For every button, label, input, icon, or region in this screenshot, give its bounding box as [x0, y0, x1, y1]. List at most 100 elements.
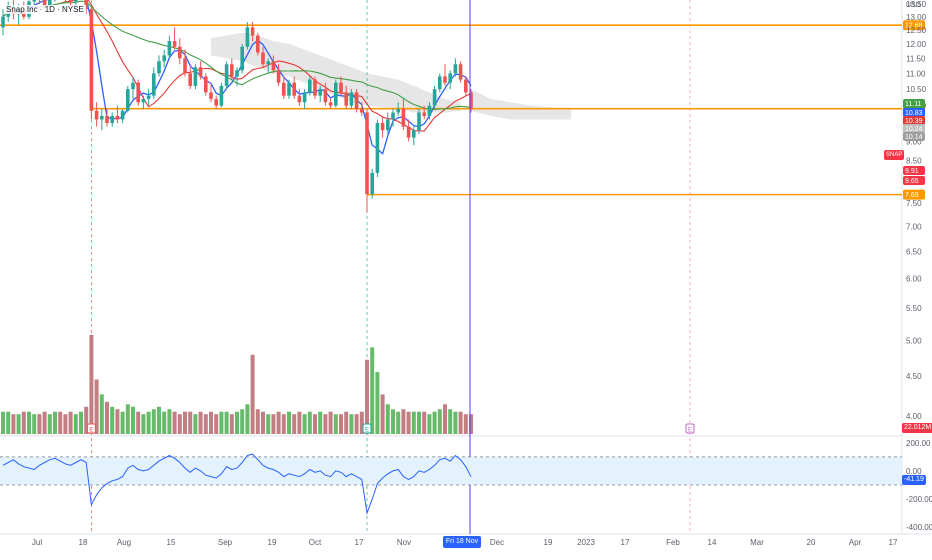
svg-text:10.39: 10.39 — [905, 118, 923, 125]
candle-body — [193, 67, 198, 86]
candle-body — [219, 85, 224, 106]
volume-bar — [84, 406, 89, 434]
volume-bar — [443, 404, 447, 434]
price-axis-tick: 9.00 — [906, 137, 922, 146]
candle-body — [74, 0, 78, 2]
time-axis-tick: Sep — [218, 538, 233, 547]
candle-body — [167, 41, 172, 56]
volume-bar — [136, 411, 141, 434]
candle-body — [230, 64, 234, 77]
volume-bar — [94, 379, 99, 434]
volume-bar — [27, 411, 31, 434]
candle-body — [354, 92, 359, 110]
candle-body — [105, 115, 109, 124]
volume-bar — [417, 411, 421, 434]
svg-text:10.14: 10.14 — [905, 134, 923, 141]
volume-bar — [53, 411, 57, 434]
earnings-marker-2: E — [362, 423, 372, 434]
svg-text:E: E — [365, 428, 369, 434]
svg-text:E: E — [89, 428, 93, 434]
candle-body — [172, 41, 177, 47]
symbol-legend[interactable]: Snap Inc · 1D · NYSE — [4, 5, 86, 14]
price-axis-tick: 5.50 — [906, 304, 922, 313]
candle-body — [235, 70, 239, 77]
volume-bar — [63, 414, 68, 434]
volume-bar — [359, 411, 364, 434]
volume-bar — [333, 414, 338, 434]
volume-bar — [245, 404, 250, 434]
time-axis-tick: 20 — [807, 538, 816, 547]
volume-bar — [21, 411, 26, 434]
price-tag: 10.24 — [903, 124, 925, 133]
volume-bar — [193, 414, 198, 434]
time-axis-tick: Aug — [117, 538, 131, 547]
volume-bar — [469, 414, 473, 434]
candle-body — [328, 102, 333, 106]
volume-bar — [37, 414, 42, 434]
price-tag: 9.91 — [903, 166, 925, 175]
volume-bar — [276, 411, 281, 434]
candle-body — [141, 98, 146, 103]
crosshair-date-badge: Fri 18 Nov '22 — [443, 536, 481, 557]
price-axis-tick: 7.00 — [906, 222, 922, 231]
candle-body — [417, 112, 421, 131]
candle-body — [448, 73, 452, 83]
earnings-marker-1: E — [86, 423, 96, 434]
volume-bar — [131, 406, 135, 434]
candle-body — [412, 130, 416, 138]
volume-bar — [141, 414, 146, 434]
ichimoku-cloud-future — [471, 89, 571, 120]
candle-body — [282, 82, 286, 96]
candle-body — [318, 89, 322, 96]
price-axis-tick: 13.00 — [906, 13, 927, 22]
candle-body — [438, 76, 442, 90]
volume-bar — [73, 414, 78, 434]
volume-bar — [453, 411, 458, 434]
horizontal-line-tag-3: 7.69 — [903, 189, 925, 200]
candle-body — [432, 89, 437, 106]
candle-body — [68, 0, 73, 2]
candle-body — [334, 82, 338, 106]
svg-text:10.83: 10.83 — [905, 110, 923, 117]
price-axis-tick: 13.50 — [906, 0, 927, 9]
candle-body — [162, 55, 166, 62]
candle-body — [266, 61, 270, 65]
volume-bar — [401, 409, 406, 434]
price-axis-tick: 12.50 — [906, 26, 927, 35]
volume-bar — [354, 414, 359, 434]
svg-text:E: E — [688, 428, 692, 434]
cci-axis-tick: 200.00 — [906, 439, 931, 448]
candle-body — [152, 73, 156, 96]
candle-body — [271, 61, 276, 71]
candle-body — [469, 92, 473, 109]
volume-bar — [370, 347, 375, 434]
candle-body — [100, 115, 104, 120]
volume-bar — [219, 411, 224, 434]
candle-body — [276, 70, 281, 83]
svg-text:11.11: 11.11 — [905, 101, 922, 108]
candle-body — [157, 61, 161, 74]
time-axis-tick: Dec — [490, 538, 504, 547]
volume-bar — [271, 414, 276, 434]
volume-bar — [266, 414, 271, 434]
volume-bar — [42, 411, 47, 434]
volume-bar — [151, 409, 156, 434]
price-axis-tick: 8.50 — [906, 157, 922, 166]
volume-bar — [115, 409, 120, 434]
ticker-badge: SNAP — [884, 150, 905, 160]
candle-body — [458, 64, 463, 80]
volume-bar — [313, 414, 317, 434]
candle-body — [453, 64, 458, 74]
candle-body — [365, 112, 369, 195]
price-tag: 10.39 — [903, 116, 925, 125]
volume-bar — [209, 411, 213, 434]
candle-body — [370, 172, 374, 195]
candle-body — [396, 109, 400, 113]
volume-bar — [105, 401, 109, 434]
volume-bar — [287, 411, 291, 434]
svg-text:9.91: 9.91 — [905, 168, 919, 175]
volume-bar — [58, 411, 63, 434]
volume-bar — [339, 414, 343, 434]
time-axis-tick: 17 — [621, 538, 630, 547]
